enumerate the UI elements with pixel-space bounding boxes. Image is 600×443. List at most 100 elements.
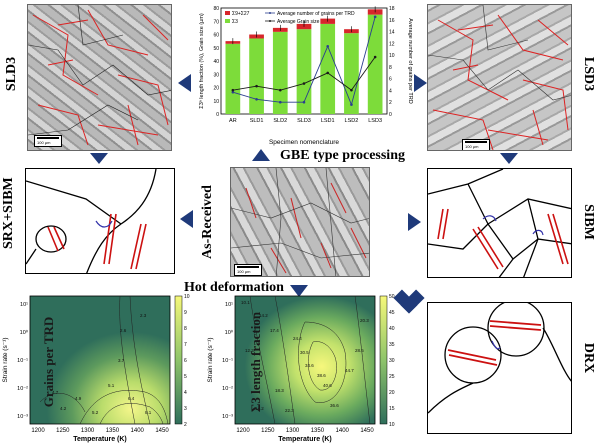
svg-text:14.2: 14.2 [259,313,268,318]
size-point [255,84,258,88]
sld3-grain-boundaries [28,5,171,146]
colorbar-tick: 45 [389,310,395,316]
size-point [278,88,282,92]
as-received-label: As-Received [200,185,215,259]
drx-svg [428,303,571,414]
grains-point [302,100,306,104]
colorbar-tick: 30 [389,358,395,364]
svg-text:10.1: 10.1 [241,300,250,305]
x-tick-label: AR [229,118,237,124]
y-tick-label: 70 [213,19,219,25]
y-tick-label: 60 [213,33,219,39]
contour2-ylabel: Strain rate (s⁻¹) [207,338,214,383]
y2-tick-label: 0 [389,112,392,118]
x-tick-label: 1300 [81,428,95,434]
colorbar-tick: 10 [184,294,190,300]
s3-bar [249,38,264,114]
gbe-bar-chart: 0 10 20 30 40 50 60 70 80 0 2 4 6 8 10 12 14 16 18 AR SLD1… [195,2,415,148]
colorbar-tick: 8 [184,326,187,332]
x-tick-label: 1200 [236,428,250,434]
grains-point [373,15,377,19]
contour1-svg: 2.3 2.6 4.9 4.7 5.1 6.4 8.1 5.2 3.7 4.2 … [2,294,190,443]
lsd3-label: LSD3 [581,56,596,92]
y-tick-label: 10¹ [225,302,233,308]
y2-tick-label: 6 [389,77,392,83]
size-point [326,71,330,75]
legend-grains: Average number of grains per TRD [277,11,355,17]
x-tick-label: 1200 [31,428,45,434]
arrow-down-right [500,153,518,164]
contour1-ylabel: Strain rate (s⁻¹) [2,338,9,383]
s3-bar [344,33,359,114]
svg-text:2.6: 2.6 [120,328,127,333]
y-tick-label: 10 [213,99,219,105]
sibm-svg [428,169,571,277]
svg-text:8.1: 8.1 [145,410,152,415]
grains-point [326,44,330,48]
y2-axis-label: Average number of grains per TRD [407,18,413,103]
colorbar-tick: 9 [184,310,187,316]
y2-tick-label: 8 [389,65,392,71]
svg-text:34.6: 34.6 [305,363,314,368]
arrow-down-left [90,153,108,164]
y2-tick-label: 10 [389,53,395,59]
s3-bar [320,23,336,114]
sld3-label: SLD3 [4,56,19,92]
grains-point [231,90,235,94]
y-tick-label: 30 [213,72,219,78]
colorbar-tick: 25 [389,374,395,380]
y-tick-label: 50 [213,46,219,52]
colorbar-tick: 3 [184,406,187,412]
colorbar-tick: 35 [389,342,395,348]
colorbar-tick: 7 [184,342,187,348]
hot-deformation-heading: Hot deformation [184,280,284,295]
x-axis-label: Specimen nomenclature [269,139,339,146]
y-tick-label: 10⁰ [20,329,29,336]
contour-s3-fraction: 10.1 14.2 12.3 17.4 24.4 30.5 34.6 38.6 … [205,292,405,443]
s3-bar [367,14,383,114]
contour1-xlabel: Temperature (K) [73,436,127,443]
size-point [350,88,353,92]
colorbar-tick: 4 [184,390,187,396]
size-point [231,88,235,92]
x-tick-label: 1250 [261,428,275,434]
arrow-to-srx [180,210,193,228]
drx-label: DRX [581,342,596,374]
contour2-title: Σ3 length fraction [248,311,263,413]
x-tick-label: 1300 [286,428,300,434]
x-tick-label: 1400 [131,428,145,434]
x-tick-label: SLD3 [297,118,311,124]
contour2-svg: 10.1 14.2 12.3 17.4 24.4 30.5 34.6 38.6 … [207,294,395,443]
grains-point [255,97,258,101]
x-tick-label: 1350 [106,428,120,434]
sibm-label: SIBM [581,204,596,240]
arrow-to-sibm [408,213,421,231]
legend-s3: Σ3 [232,19,238,25]
lsd3-grain-boundaries [428,5,571,150]
srx-sibm-label: SRX+SIBM [1,177,16,249]
colorbar-tick: 15 [389,406,395,412]
svg-text:44.7: 44.7 [345,368,354,373]
y-tick-label: 10⁰ [225,329,234,336]
x-tick-label: 1350 [311,428,325,434]
contour2-labels: 10.1 14.2 12.3 17.4 24.4 30.5 34.6 38.6 … [241,300,369,413]
colorbar-tick: 40 [389,326,395,332]
colorbar-tick: 5 [184,374,187,380]
y2-tick-label: 12 [389,41,395,47]
svg-text:4.9: 4.9 [75,396,82,401]
y-axis-label: Σ3ⁿ length fraction (%), Grain size (µm) [198,13,205,109]
scale-bar: 100 µm [234,264,262,276]
colorbar-tick: 6 [184,358,187,364]
legend-size: Average Grain size [277,19,320,25]
svg-text:36.6: 36.6 [330,403,339,408]
svg-text:28.5: 28.5 [355,348,364,353]
x-tick-label: LSD1 [321,118,335,124]
scale-bar: 100 µm [462,139,490,150]
svg-text:38.6: 38.6 [317,373,326,378]
svg-text:14.2: 14.2 [255,406,264,411]
s3-bar [272,31,288,115]
y2-tick-label: 18 [389,6,395,12]
sibm-sketch [427,168,572,278]
size-point [373,55,377,59]
y-tick-label: 10⁻³ [17,414,28,420]
